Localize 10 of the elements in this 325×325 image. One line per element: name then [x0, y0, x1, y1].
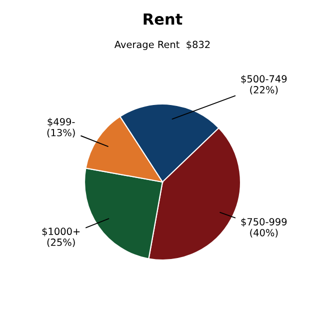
data-label: (13%) [47, 128, 75, 138]
slice-label: $1000+ [42, 227, 80, 236]
slice-label: $500-749 [241, 75, 287, 84]
slice-label: $750-999 [241, 218, 287, 227]
data-label: (25%) [47, 238, 75, 248]
data-label: (22%) [250, 86, 278, 95]
data-label: (40%) [250, 228, 278, 238]
slice-label: $499- [48, 118, 75, 127]
chart-subtitle: Average Rent $832 [114, 40, 210, 50]
chart-title: Rent [144, 13, 182, 25]
